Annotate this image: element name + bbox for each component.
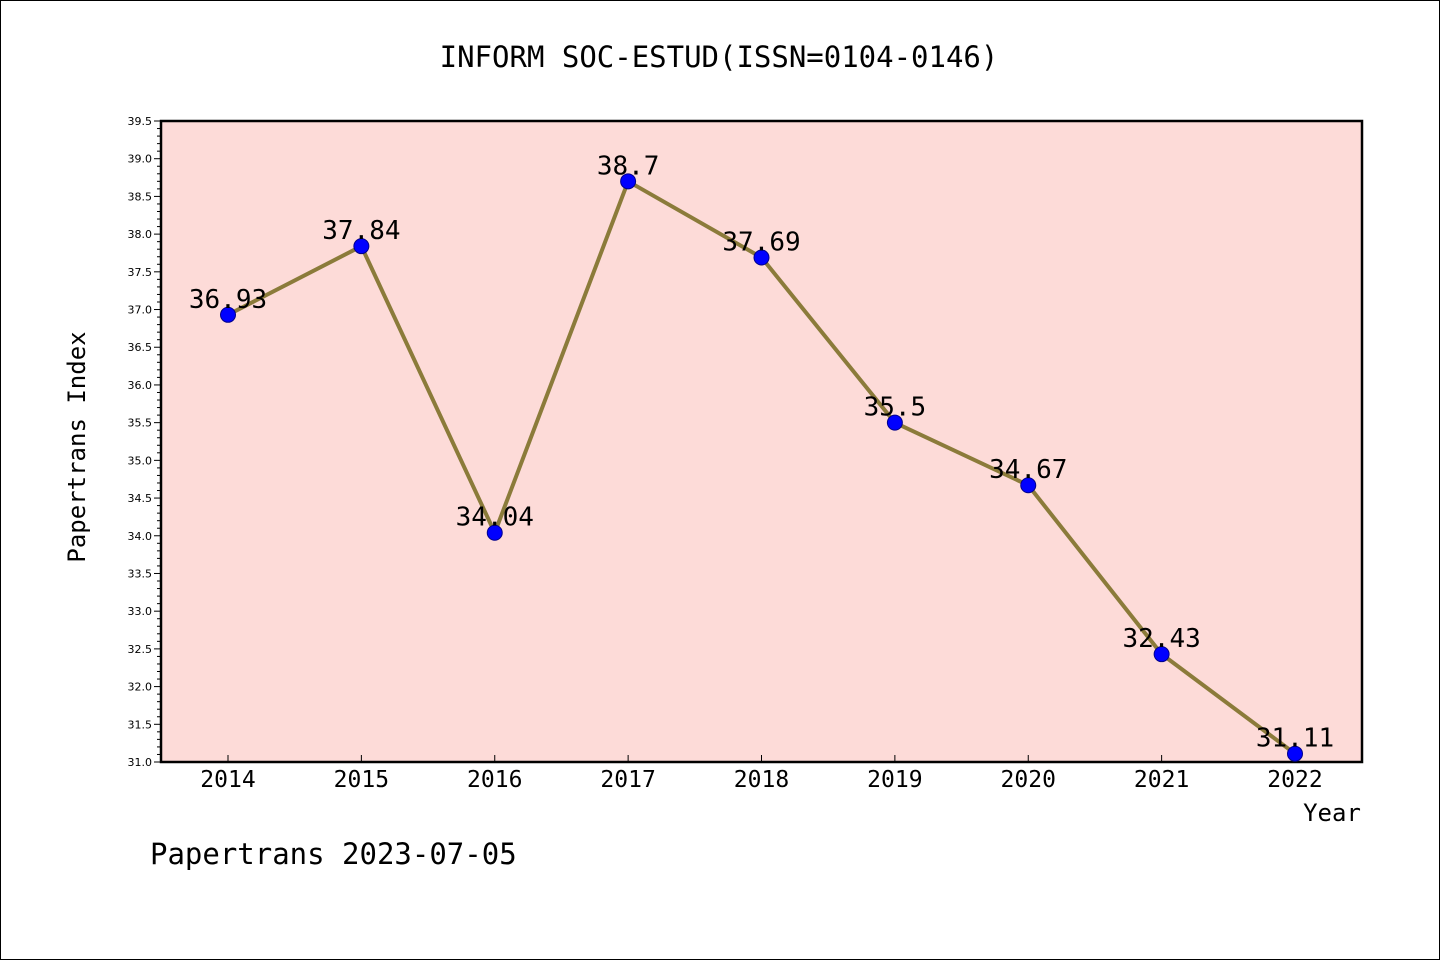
y-tick-label: 36.5 <box>128 341 153 354</box>
data-label-group: 36.93 37.84 34.04 38.7 37.69 35.5 34.67 32.43 31… <box>189 151 1334 753</box>
series-line-segment <box>492 179 631 535</box>
y-tick-label: 31.5 <box>128 718 153 731</box>
data-point-marker <box>886 414 903 431</box>
data-label: 37.84 <box>322 216 400 246</box>
y-tick-label: 38.0 <box>128 228 153 241</box>
x-tick-label: 2019 <box>867 767 922 793</box>
series-line-segment <box>1159 652 1297 756</box>
series-line-segment <box>359 244 497 535</box>
y-tick-label: 37.5 <box>128 266 153 279</box>
series-line-segment <box>1026 483 1164 657</box>
y-tick-label: 38.5 <box>128 190 153 203</box>
x-tick-label: 2016 <box>467 767 522 793</box>
y-tick-label: 34.0 <box>128 530 153 543</box>
data-label: 35.5 <box>864 393 927 423</box>
y-tick-label: 35.0 <box>128 454 153 467</box>
y-tick-label: 34.5 <box>128 492 153 505</box>
data-label: 38.7 <box>597 151 660 181</box>
x-tick-label: 2015 <box>334 767 389 793</box>
data-label: 34.04 <box>456 503 534 533</box>
data-point-marker <box>220 306 236 323</box>
data-label: 32.43 <box>1122 624 1200 654</box>
x-tick-label: 2017 <box>600 767 655 793</box>
data-label: 36.93 <box>189 285 267 315</box>
series-line-segment <box>759 255 897 425</box>
series-line-segment <box>892 420 1031 488</box>
y-tick-label: 37.0 <box>128 304 153 317</box>
footer-text: Papertrans 2023-07-05 <box>150 837 517 871</box>
data-point-marker <box>1287 745 1303 762</box>
x-tick-label: 2022 <box>1267 767 1322 793</box>
y-axis-label: Papertrans Index <box>63 331 91 562</box>
y-tick-label: 39.5 <box>128 115 153 128</box>
x-axis: 2014 2015 2016 2017 2018 2019 2020 2021 2022 <box>200 755 1323 793</box>
data-label: 31.11 <box>1256 724 1334 754</box>
y-tick-label: 32.5 <box>128 643 153 656</box>
data-label: 37.69 <box>722 227 800 257</box>
y-tick-label: 32.0 <box>128 681 153 694</box>
marker-group <box>220 173 1303 762</box>
data-point-marker <box>353 238 370 255</box>
x-tick-label: 2018 <box>734 767 789 793</box>
series-line-segment <box>626 179 764 260</box>
y-tick-label: 39.0 <box>128 153 153 166</box>
series-line-group <box>226 179 1297 756</box>
y-tick-label: 33.5 <box>128 567 153 580</box>
data-label: 34.67 <box>989 455 1067 485</box>
data-point-marker <box>620 173 637 190</box>
y-tick-label: 31.0 <box>128 756 153 769</box>
data-point-marker <box>1153 646 1170 663</box>
data-point-marker <box>753 249 770 266</box>
y-tick-label: 33.0 <box>128 605 153 618</box>
chart-title: INFORM SOC-ESTUD(ISSN=0104-0146) <box>440 40 999 74</box>
series-line-segment <box>226 244 364 317</box>
x-tick-label: 2020 <box>1001 767 1056 793</box>
y-tick-label: 36.0 <box>128 379 153 392</box>
x-tick-label: 2021 <box>1134 767 1189 793</box>
x-axis-label: Year <box>1303 799 1361 827</box>
data-point-marker <box>486 524 503 541</box>
x-tick-label: 2014 <box>200 767 255 793</box>
data-point-marker <box>1020 477 1037 494</box>
y-axis: 31.0 31.5 32.0 32.5 33.0 33.5 34.0 34.5 35.0 35.5… <box>128 115 161 769</box>
y-tick-label: 35.5 <box>128 417 153 430</box>
